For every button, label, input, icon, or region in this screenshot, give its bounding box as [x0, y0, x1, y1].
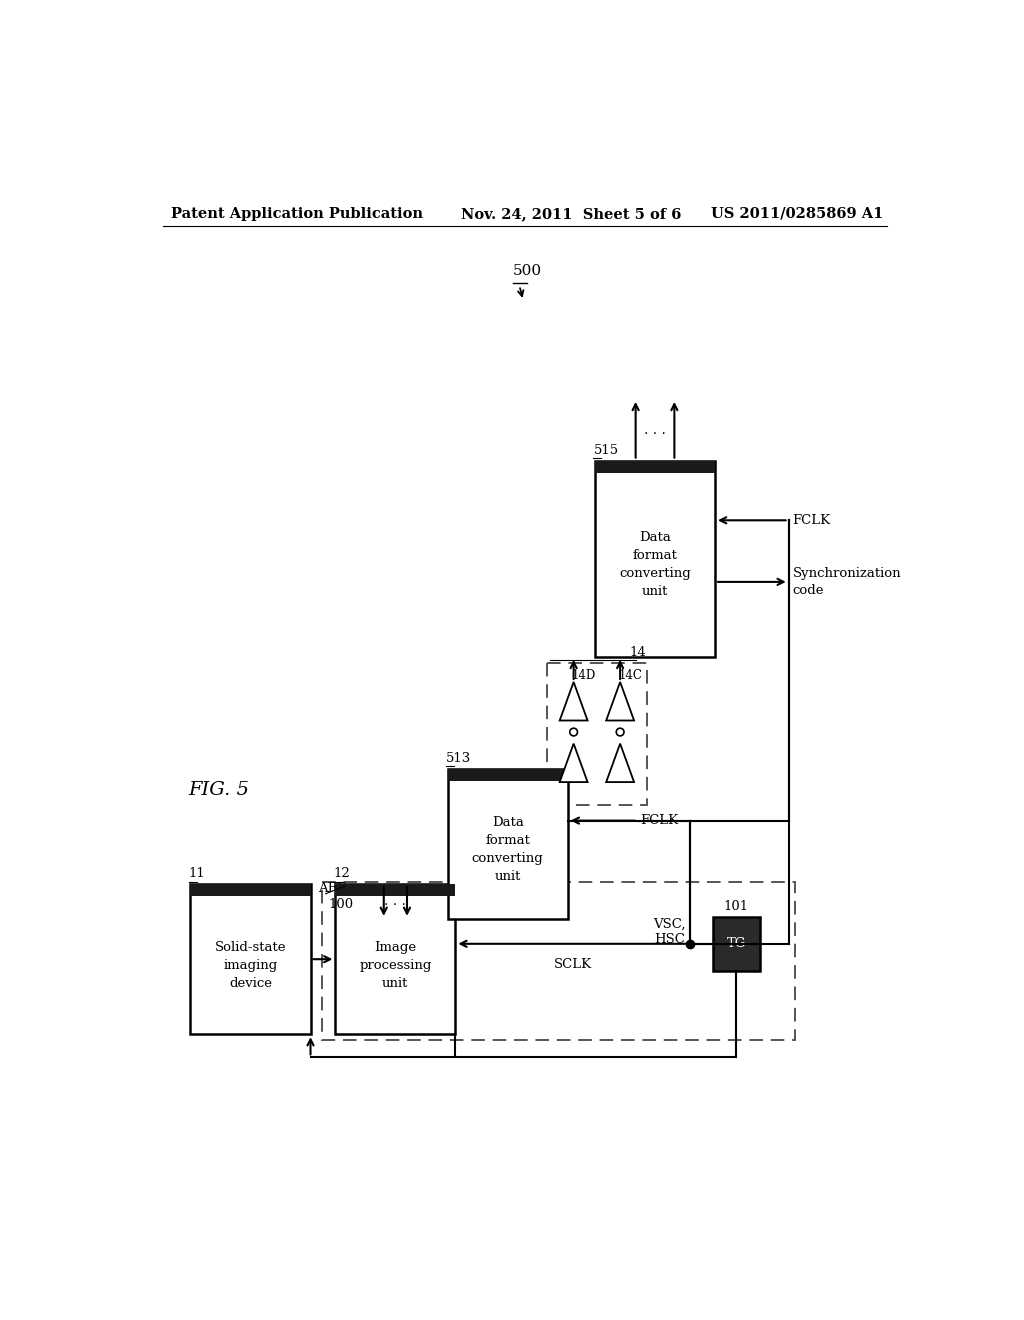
Text: 14: 14 [629, 645, 646, 659]
Text: SCLK: SCLK [554, 958, 592, 970]
Polygon shape [560, 743, 588, 781]
Text: 14D: 14D [572, 669, 596, 682]
Text: Data
format
converting
unit: Data format converting unit [472, 816, 544, 883]
Text: Patent Application Publication: Patent Application Publication [171, 207, 423, 220]
Bar [322, 882, 795, 1040]
Bar [447, 768, 568, 919]
Polygon shape [560, 682, 588, 721]
Text: 500: 500 [513, 264, 543, 277]
Text: FCLK: FCLK [641, 814, 679, 828]
Text: Synchronization
code: Synchronization code [793, 566, 901, 597]
Polygon shape [606, 743, 634, 781]
Text: 100: 100 [328, 898, 353, 911]
Bar [190, 884, 310, 896]
Text: FIG. 5: FIG. 5 [188, 781, 250, 799]
Bar [447, 768, 568, 781]
Bar [595, 461, 715, 473]
Text: TG: TG [727, 937, 746, 950]
Text: AFE: AFE [317, 882, 346, 895]
Text: Nov. 24, 2011  Sheet 5 of 6: Nov. 24, 2011 Sheet 5 of 6 [461, 207, 682, 220]
Text: FCLK: FCLK [793, 513, 830, 527]
Text: Data
format
converting
unit: Data format converting unit [620, 532, 691, 598]
Text: . . .: . . . [644, 422, 666, 437]
Text: Solid-state
imaging
device: Solid-state imaging device [215, 941, 286, 990]
Bar [335, 884, 456, 1035]
Bar [335, 884, 456, 896]
Bar [190, 884, 310, 1035]
Circle shape [569, 729, 578, 737]
Bar [547, 663, 647, 805]
Circle shape [616, 729, 624, 737]
Text: Image
processing
unit: Image processing unit [359, 941, 431, 990]
Text: 11: 11 [188, 867, 206, 880]
Text: 515: 515 [593, 444, 618, 457]
Text: . . .: . . . [384, 895, 407, 908]
Text: 12: 12 [334, 867, 350, 880]
Text: 101: 101 [724, 900, 749, 913]
Bar [713, 917, 760, 970]
Text: US 2011/0285869 A1: US 2011/0285869 A1 [712, 207, 884, 220]
Text: 14C: 14C [618, 669, 642, 682]
Polygon shape [606, 682, 634, 721]
Text: 513: 513 [446, 752, 471, 764]
Bar [595, 461, 715, 657]
Text: VSC,
HSC: VSC, HSC [653, 919, 686, 946]
